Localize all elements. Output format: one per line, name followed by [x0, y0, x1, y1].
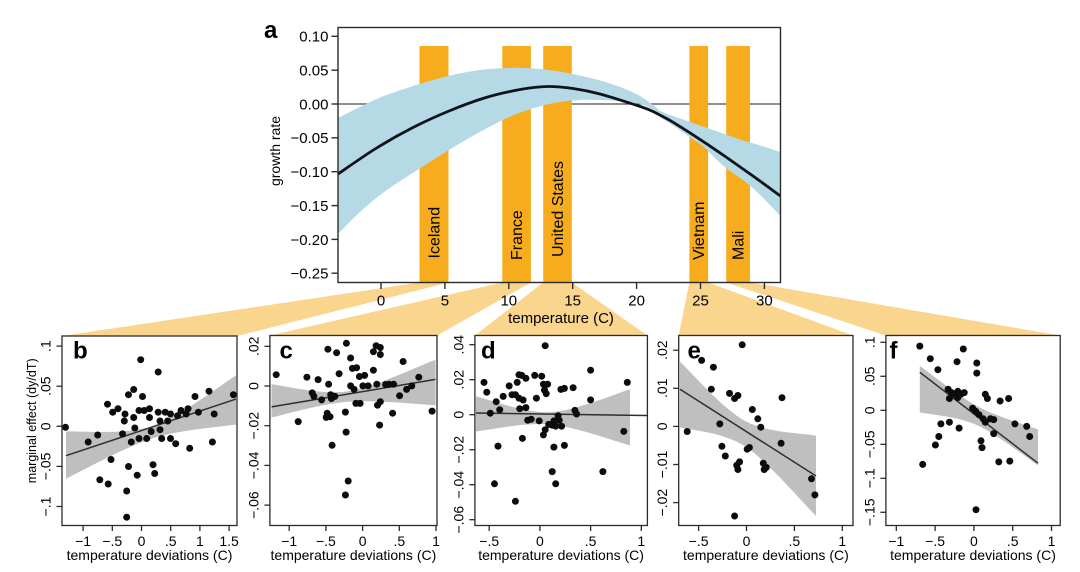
svg-text:1: 1 [637, 533, 645, 549]
svg-text:f: f [890, 337, 899, 364]
svg-text:e: e [688, 337, 701, 364]
svg-text:−.02: −.02 [245, 412, 261, 440]
svg-text:−0.10: −0.10 [291, 164, 329, 181]
svg-text:−.06: −.06 [450, 506, 466, 534]
svg-text:.5: .5 [789, 533, 801, 549]
svg-text:.05: .05 [861, 366, 877, 386]
svg-text:0: 0 [861, 406, 877, 414]
svg-text:.01: .01 [654, 378, 670, 398]
svg-text:−.5: −.5 [479, 533, 499, 549]
svg-text:−1: −1 [75, 533, 91, 549]
svg-text:0: 0 [743, 533, 751, 549]
svg-text:−.04: −.04 [245, 451, 261, 479]
svg-text:1: 1 [432, 533, 440, 549]
svg-text:−.05: −.05 [38, 452, 54, 480]
svg-text:.02: .02 [245, 336, 261, 356]
svg-text:1: 1 [196, 533, 204, 549]
svg-text:c: c [280, 337, 293, 364]
svg-text:−.5: −.5 [102, 533, 122, 549]
svg-text:0: 0 [245, 382, 261, 390]
svg-text:0: 0 [536, 533, 544, 549]
svg-text:−.02: −.02 [654, 489, 670, 517]
svg-text:marginal effect (dy/dT): marginal effect (dy/dT) [25, 358, 39, 483]
svg-text:−.1: −.1 [38, 496, 54, 516]
svg-text:temperature deviations (C): temperature deviations (C) [271, 547, 437, 563]
svg-text:a: a [264, 17, 278, 44]
svg-text:.5: .5 [393, 533, 405, 549]
svg-text:growth rate: growth rate [267, 116, 283, 186]
svg-text:temperature (C): temperature (C) [508, 310, 614, 327]
svg-text:−.05: −.05 [861, 430, 877, 458]
svg-text:−0.15: −0.15 [291, 198, 329, 215]
svg-text:−.15: −.15 [861, 498, 877, 526]
svg-text:0: 0 [654, 422, 670, 430]
svg-text:.5: .5 [585, 533, 597, 549]
svg-text:b: b [73, 337, 88, 364]
svg-text:0.10: 0.10 [299, 29, 328, 46]
svg-text:−.5: −.5 [689, 533, 709, 549]
svg-text:15: 15 [564, 292, 581, 309]
svg-text:−0.25: −0.25 [291, 266, 329, 283]
svg-text:.04: .04 [450, 335, 466, 355]
svg-text:0: 0 [970, 533, 978, 549]
svg-text:0: 0 [38, 422, 54, 430]
svg-text:.5: .5 [165, 533, 177, 549]
svg-text:temperature deviations (C): temperature deviations (C) [683, 547, 849, 563]
svg-text:−.5: −.5 [925, 533, 945, 549]
svg-text:1: 1 [1048, 533, 1056, 549]
svg-text:−1: −1 [888, 533, 904, 549]
svg-text:France: France [509, 210, 526, 260]
svg-text:−.5: −.5 [316, 533, 336, 549]
svg-text:0: 0 [359, 533, 367, 549]
svg-text:0: 0 [450, 411, 466, 419]
svg-text:.1: .1 [861, 336, 877, 348]
svg-text:temperature deviations (C): temperature deviations (C) [67, 547, 233, 563]
svg-text:.02: .02 [450, 370, 466, 390]
svg-text:5: 5 [441, 292, 449, 309]
svg-text:20: 20 [628, 292, 645, 309]
svg-text:30: 30 [756, 292, 773, 309]
svg-text:United States: United States [550, 161, 567, 257]
svg-text:0: 0 [138, 533, 146, 549]
svg-text:−.02: −.02 [450, 436, 466, 464]
svg-text:−.01: −.01 [654, 450, 670, 478]
svg-text:−.04: −.04 [450, 471, 466, 499]
svg-text:Mali: Mali [731, 231, 748, 260]
svg-text:1: 1 [838, 533, 846, 549]
svg-text:−.1: −.1 [861, 468, 877, 488]
svg-text:d: d [481, 337, 496, 364]
svg-text:temperature deviations (C): temperature deviations (C) [478, 547, 644, 563]
svg-text:0.00: 0.00 [299, 96, 328, 113]
svg-text:.5: .5 [1007, 533, 1019, 549]
svg-text:1.5: 1.5 [219, 533, 239, 549]
svg-text:10: 10 [500, 292, 517, 309]
svg-text:temperature deviations (C): temperature deviations (C) [890, 547, 1056, 563]
svg-text:.02: .02 [654, 340, 670, 360]
svg-text:−1: −1 [281, 533, 297, 549]
svg-text:−0.20: −0.20 [291, 232, 329, 249]
svg-text:.1: .1 [38, 340, 54, 352]
svg-text:−0.05: −0.05 [291, 130, 329, 147]
svg-text:.05: .05 [38, 376, 54, 396]
svg-text:Vietnam: Vietnam [691, 202, 708, 260]
svg-text:0.05: 0.05 [299, 63, 328, 80]
svg-text:25: 25 [692, 292, 709, 309]
svg-text:−.06: −.06 [245, 491, 261, 519]
svg-text:Iceland: Iceland [427, 207, 444, 259]
svg-text:0: 0 [377, 292, 385, 309]
